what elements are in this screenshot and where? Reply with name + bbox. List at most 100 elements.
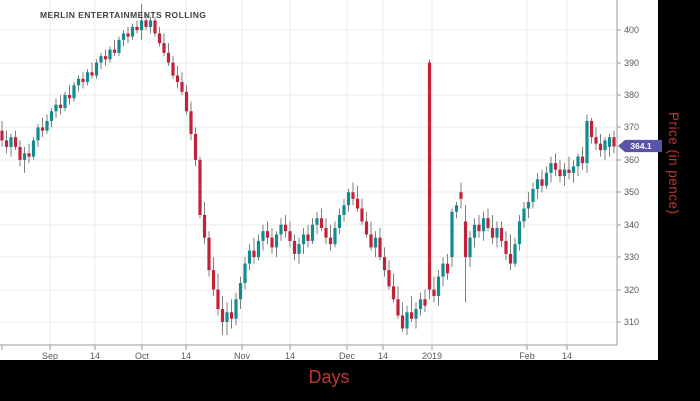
candle-body bbox=[108, 49, 112, 60]
candle-body bbox=[139, 20, 144, 31]
candle-body bbox=[607, 137, 612, 147]
candle-body bbox=[391, 286, 396, 300]
candle-body bbox=[94, 62, 99, 76]
candle-body bbox=[364, 221, 369, 235]
candle-body bbox=[531, 189, 535, 203]
candle-body bbox=[486, 218, 490, 228]
candle-body bbox=[153, 20, 157, 34]
candle-body bbox=[387, 270, 391, 287]
candlestick-plot[interactable]: 310 320 330 340 350 360 370 380 390 400 Sep 14 Oct 14… bbox=[0, 0, 660, 362]
candle-body bbox=[355, 198, 360, 209]
candle-body bbox=[553, 163, 558, 170]
candle-body bbox=[585, 120, 589, 164]
candle-body bbox=[162, 43, 166, 53]
candle-body bbox=[193, 133, 198, 160]
candle-body bbox=[225, 312, 229, 322]
candle-body bbox=[490, 227, 495, 238]
candle-body bbox=[247, 250, 252, 264]
candle-body bbox=[558, 169, 562, 177]
candle-body bbox=[58, 104, 63, 108]
candle-body bbox=[450, 211, 454, 258]
candle-body bbox=[121, 33, 126, 40]
candle-body bbox=[472, 224, 477, 238]
candle-body bbox=[117, 39, 121, 53]
x-tick-label: Nov bbox=[234, 351, 251, 361]
y-tick-label: 340 bbox=[624, 220, 639, 230]
candle-body bbox=[207, 237, 211, 271]
candle-body bbox=[301, 234, 306, 245]
candle-body bbox=[112, 49, 117, 53]
x-tick-label: Dec bbox=[339, 351, 356, 361]
candle-body bbox=[459, 192, 463, 199]
candle-body bbox=[148, 20, 153, 27]
candle-body bbox=[31, 140, 36, 157]
y-tick-label: 330 bbox=[624, 252, 639, 262]
candle-body bbox=[283, 224, 288, 232]
candle-body bbox=[220, 309, 225, 322]
candle-body bbox=[171, 62, 175, 76]
last-price-badge: 364.1 bbox=[618, 139, 662, 153]
candle-body bbox=[306, 234, 310, 241]
candle-body bbox=[144, 20, 148, 27]
candle-body bbox=[279, 224, 283, 235]
candle-body bbox=[103, 56, 108, 60]
candle-body bbox=[481, 218, 486, 232]
candle-body bbox=[427, 62, 432, 290]
candle-body bbox=[198, 159, 202, 215]
candle-body bbox=[499, 227, 504, 241]
candle-body bbox=[175, 75, 180, 83]
candle-body bbox=[333, 227, 337, 245]
candle-body bbox=[243, 263, 247, 284]
candle-body bbox=[441, 263, 445, 277]
y-axis-title: Price (in pence) bbox=[666, 112, 681, 215]
candle-body bbox=[9, 137, 13, 147]
candle-body bbox=[576, 156, 580, 167]
candle-body bbox=[265, 231, 270, 238]
bottom-axis-strip bbox=[0, 360, 700, 401]
candle-body bbox=[562, 169, 567, 177]
candle-body bbox=[328, 237, 333, 245]
candle-body bbox=[337, 214, 342, 228]
candle-body bbox=[540, 179, 544, 186]
candle-body bbox=[463, 221, 468, 258]
candle-body bbox=[252, 250, 256, 258]
candle-body bbox=[126, 33, 130, 37]
candle-body bbox=[180, 82, 184, 92]
candle-body bbox=[130, 26, 135, 37]
candle-body bbox=[612, 137, 616, 147]
x-axis-title: Days bbox=[308, 367, 350, 387]
candle-body bbox=[319, 218, 324, 228]
candle-body bbox=[603, 140, 607, 151]
candle-body bbox=[571, 166, 576, 173]
y-tick-label: 310 bbox=[624, 317, 639, 327]
candle-body bbox=[382, 257, 387, 271]
candle-body bbox=[85, 72, 90, 83]
candle-body bbox=[477, 224, 481, 232]
candle-body bbox=[315, 218, 319, 225]
y-tick-label: 370 bbox=[624, 122, 639, 132]
y-tick-label: 360 bbox=[624, 155, 639, 165]
candle-body bbox=[594, 137, 598, 144]
candle-body bbox=[423, 299, 427, 306]
candle-body bbox=[396, 299, 400, 316]
candle-body bbox=[351, 192, 355, 199]
candle-body bbox=[409, 312, 414, 319]
y-tick-label: 380 bbox=[624, 90, 639, 100]
candle-body bbox=[76, 78, 81, 86]
candle-body bbox=[166, 52, 171, 63]
candle-body bbox=[157, 33, 162, 44]
candle-body bbox=[184, 91, 189, 112]
y-tick-label: 320 bbox=[624, 285, 639, 295]
x-tick-label: Sep bbox=[42, 351, 58, 361]
candle-body bbox=[310, 224, 315, 241]
candle-body bbox=[526, 202, 531, 209]
candle-body bbox=[0, 130, 4, 141]
candle-body bbox=[261, 231, 265, 241]
candle-body bbox=[4, 140, 9, 147]
candle-body bbox=[274, 234, 279, 248]
x-tick-label: Oct bbox=[135, 351, 150, 361]
candle-body bbox=[414, 309, 418, 319]
candle-body bbox=[549, 163, 553, 173]
candle-body bbox=[49, 111, 54, 121]
